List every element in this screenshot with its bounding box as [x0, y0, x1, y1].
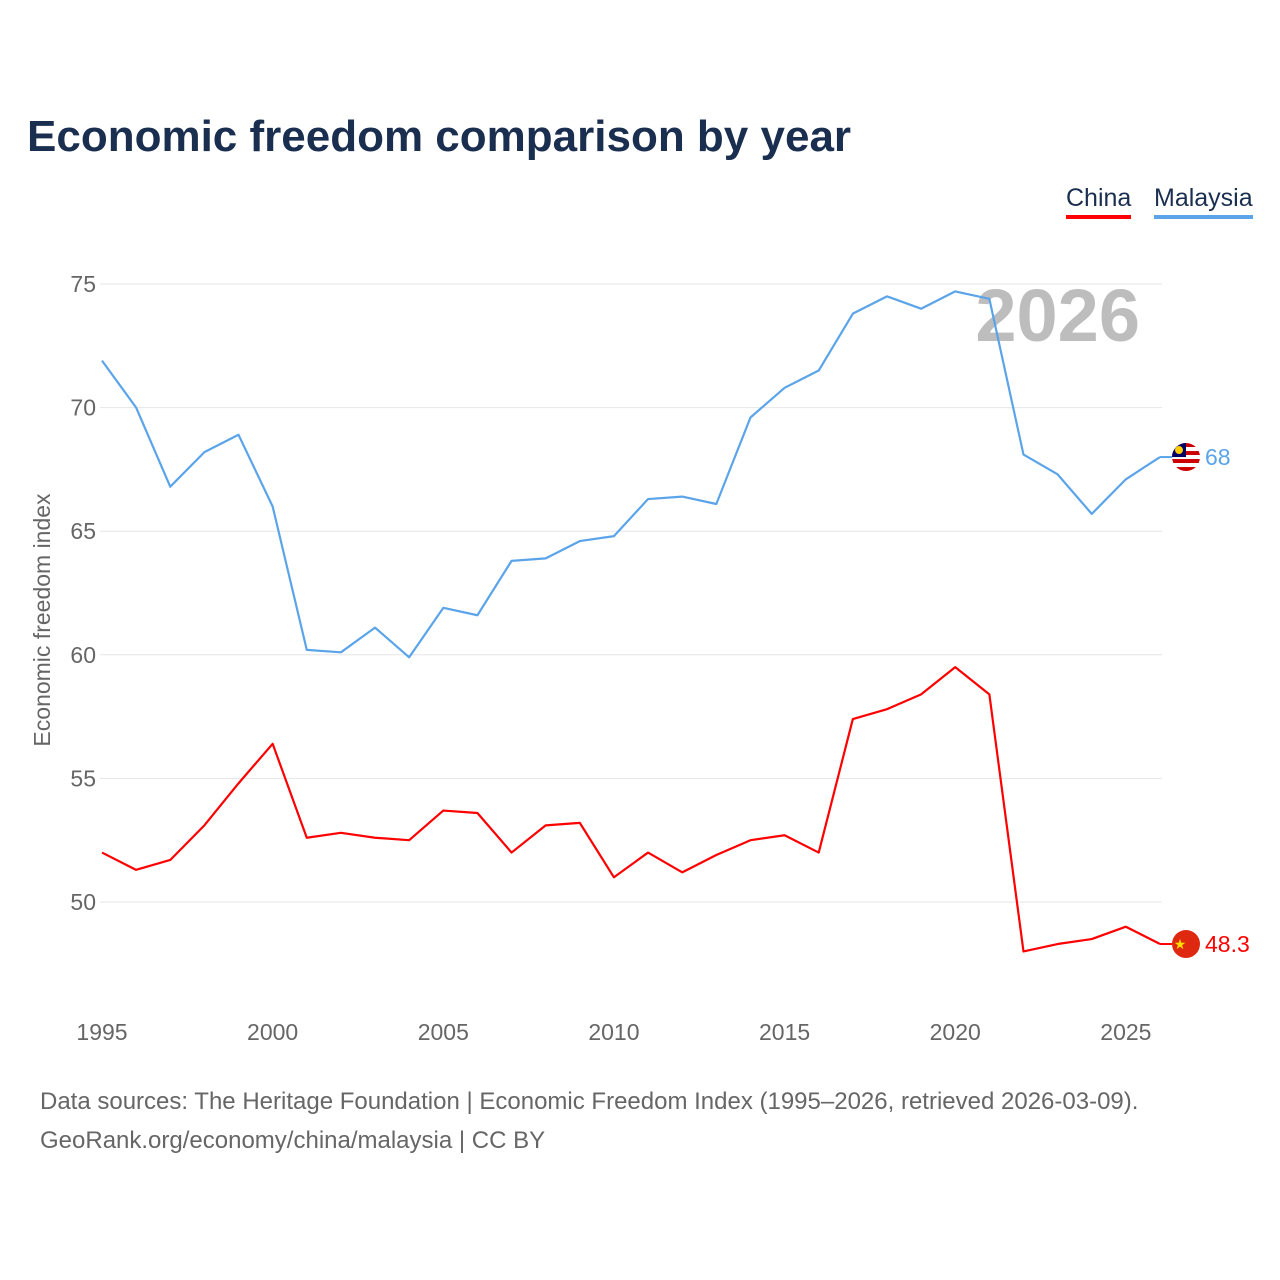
flag-body: [1172, 443, 1200, 472]
chart-title: Economic freedom comparison by year: [27, 112, 852, 161]
end-value-label: 68: [1205, 444, 1231, 470]
y-axis-label: Economic freedom index: [29, 493, 55, 747]
y-tick-label: 65: [70, 518, 96, 544]
footer-credit[interactable]: GeoRank.org/economy/china/malaysia | CC …: [40, 1127, 546, 1154]
y-tick-label: 75: [70, 271, 96, 297]
series-line-malaysia: [101, 290, 1161, 659]
flag-crescent: [1175, 446, 1183, 455]
series-line-china: [101, 666, 1161, 953]
x-tick-label: 2015: [759, 1019, 810, 1045]
legend-malaysia[interactable]: Malaysia: [1154, 184, 1253, 219]
x-tick-label: 2005: [418, 1019, 469, 1045]
y-tick-label: 70: [70, 395, 96, 421]
x-tick-label: 2000: [247, 1019, 298, 1045]
flag-stripe: [1172, 467, 1200, 472]
x-tick-label: 2025: [1100, 1019, 1151, 1045]
flag-stripe: [1172, 463, 1200, 468]
end-value-label: 48.3: [1205, 931, 1250, 957]
x-tick-label: 1995: [76, 1019, 127, 1045]
year-watermark: 2026: [975, 274, 1140, 357]
legend-china[interactable]: China: [1066, 184, 1132, 219]
footer-sources: Data sources: The Heritage Foundation | …: [40, 1088, 1139, 1115]
china-flag-icon: ★: [1172, 930, 1200, 959]
x-tick-label: 2010: [588, 1019, 639, 1045]
y-tick-label: 50: [70, 889, 96, 915]
malaysia-flag-icon: [1172, 443, 1200, 472]
y-tick-label: 60: [70, 642, 96, 668]
y-tick-label: 55: [70, 765, 96, 791]
flag-star: ★: [1174, 936, 1187, 952]
flag-circle: [1172, 930, 1200, 959]
x-tick-label: 2020: [930, 1019, 981, 1045]
flag-stripe: [1172, 459, 1200, 464]
